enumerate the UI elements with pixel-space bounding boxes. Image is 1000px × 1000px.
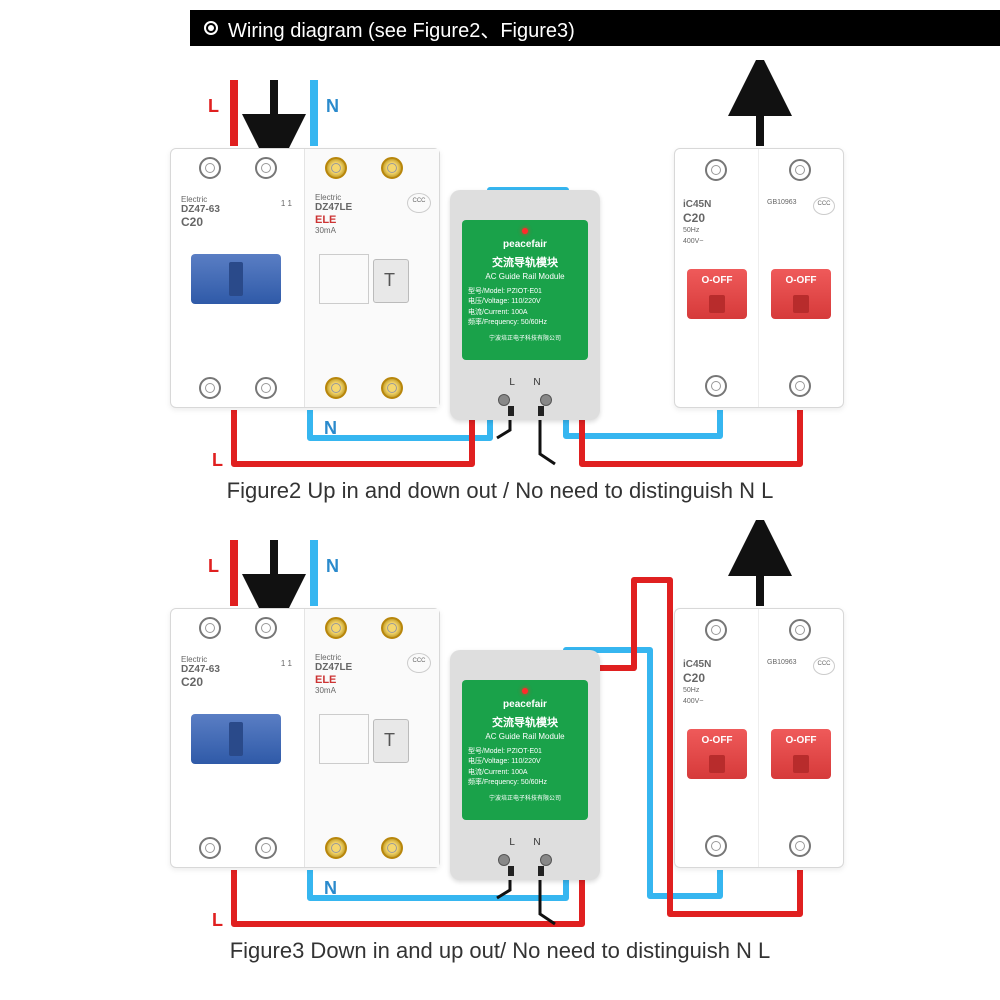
left-breaker-switch bbox=[191, 254, 281, 304]
right-breaker-3: iC45N C20 50Hz400V~ O-OFF GB10963 CCC O-… bbox=[674, 608, 844, 868]
right-switch-1: O-OFF bbox=[687, 269, 747, 319]
module-panel: peacefair 交流导轨模块 AC Guide Rail Module 型号… bbox=[462, 220, 588, 360]
neutral-label-bot: N bbox=[324, 418, 337, 439]
left-breaker-3: Electric DZ47-63 C20 1 1 Electric DZ47LE… bbox=[170, 608, 440, 868]
figure2-caption: Figure2 Up in and down out / No need to … bbox=[0, 478, 1000, 504]
figure-3: Electric DZ47-63 C20 1 1 Electric DZ47LE… bbox=[0, 520, 1000, 960]
right-switch-2: O-OFF bbox=[771, 269, 831, 319]
live-label-top: L bbox=[208, 96, 219, 117]
header-bullet-icon bbox=[204, 21, 218, 35]
neutral-label-top: N bbox=[326, 96, 339, 117]
header-bar: Wiring diagram (see Figure2、Figure3) bbox=[190, 10, 1000, 46]
ac-module: peacefair 交流导轨模块 AC Guide Rail Module 型号… bbox=[450, 190, 600, 420]
figure-2: Electric DZ47-63 C20 1 1 Electric DZ47LE… bbox=[0, 60, 1000, 500]
module-led-icon bbox=[522, 228, 528, 234]
ele-test-button bbox=[373, 259, 409, 303]
right-breaker: iC45N C20 50Hz400V~ O-OFF GB10963 CCC O-… bbox=[674, 148, 844, 408]
live-label-bot: L bbox=[212, 450, 223, 471]
ac-module-3: peacefair 交流导轨模块 AC Guide Rail Module 型号… bbox=[450, 650, 600, 880]
header-title: Wiring diagram (see Figure2、Figure3) bbox=[228, 14, 575, 43]
figure3-caption: Figure3 Down in and up out/ No need to d… bbox=[0, 938, 1000, 964]
left-breaker: Electric DZ47-63 C20 1 1 Electric DZ47LE… bbox=[170, 148, 440, 408]
